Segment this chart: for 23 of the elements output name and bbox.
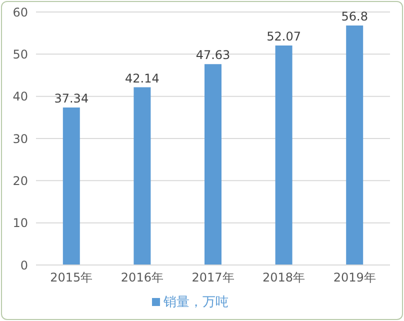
data-label: 52.07 — [266, 29, 301, 44]
data-label: 37.34 — [54, 92, 89, 106]
x-tick-label: 2015年 — [50, 270, 93, 285]
data-label: 42.14 — [125, 71, 160, 86]
bar — [275, 45, 292, 265]
data-label: 56.8 — [341, 9, 368, 24]
y-tick-label: 0 — [20, 258, 28, 272]
x-tick-label: 2017年 — [192, 270, 234, 285]
y-tick-label: 20 — [12, 174, 28, 188]
y-tick-label: 30 — [12, 132, 28, 146]
y-tick-label: 60 — [12, 5, 28, 20]
bar — [134, 87, 151, 265]
bar — [346, 25, 364, 265]
bar — [62, 108, 80, 265]
bar — [204, 64, 222, 265]
x-tick-label: 2019年 — [333, 270, 376, 285]
y-tick-label: 40 — [12, 90, 28, 104]
data-label: 47.63 — [196, 48, 230, 62]
x-tick-label: 2018年 — [262, 270, 306, 285]
x-tick-label: 2016年 — [120, 270, 164, 285]
y-tick-label: 50 — [12, 47, 28, 62]
y-tick-label: 10 — [12, 216, 28, 230]
legend-label: 销量，万吨 — [164, 295, 228, 310]
